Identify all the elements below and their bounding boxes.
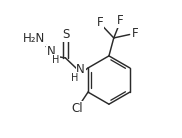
Text: H: H xyxy=(52,55,60,65)
Text: N: N xyxy=(76,63,85,76)
Text: H: H xyxy=(72,73,79,83)
Text: F: F xyxy=(97,16,103,29)
Text: N: N xyxy=(47,45,55,58)
Text: F: F xyxy=(117,14,123,27)
Text: F: F xyxy=(132,27,139,40)
Text: Cl: Cl xyxy=(71,102,83,115)
Text: S: S xyxy=(62,28,69,41)
Text: H₂N: H₂N xyxy=(23,32,45,45)
